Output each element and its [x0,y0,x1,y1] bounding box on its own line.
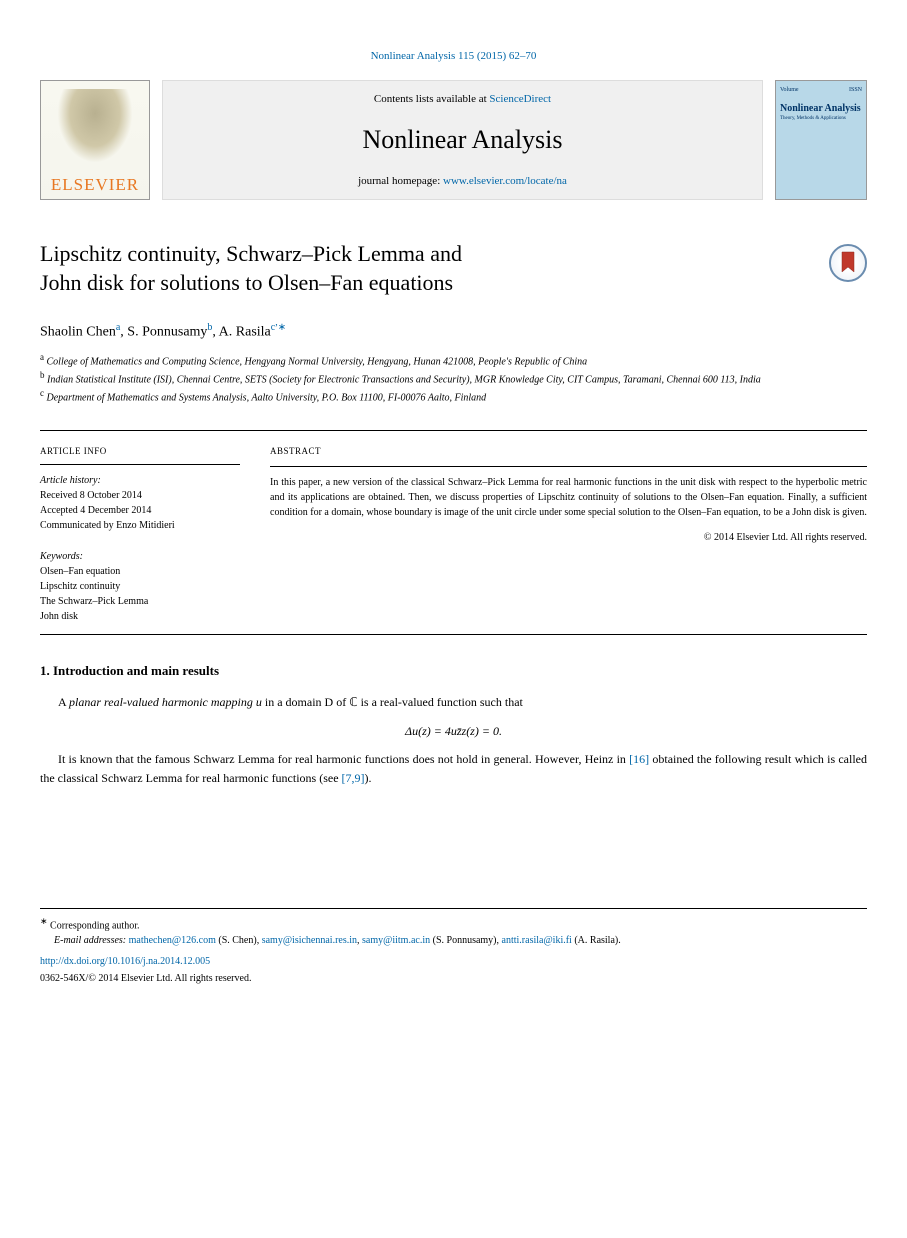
para-1: A planar real-valued harmonic mapping u … [40,693,867,712]
abstract: ABSTRACT In this paper, a new version of… [270,445,867,625]
corr-link[interactable]: ∗ [278,322,286,333]
citation-link[interactable]: Nonlinear Analysis 115 (2015) 62–70 [371,50,537,62]
para-2: It is known that the famous Schwarz Lemm… [40,750,867,787]
homepage-link[interactable]: www.elsevier.com/locate/na [443,175,567,187]
elsevier-tree-icon [51,89,139,171]
keywords-head: Keywords: [40,549,240,564]
article-title: Lipschitz continuity, Schwarz–Pick Lemma… [40,240,809,297]
footnotes: ∗ Corresponding author. E-mail addresses… [40,908,867,986]
keyword-4: John disk [40,609,240,624]
affiliation-a: College of Mathematics and Computing Sci… [47,356,588,367]
received: Received 8 October 2014 [40,488,240,503]
elsevier-logo[interactable]: ELSEVIER [40,80,150,200]
elsevier-label: ELSEVIER [51,175,139,199]
keyword-1: Olsen–Fan equation [40,564,240,579]
info-head: ARTICLE INFO [40,445,240,459]
email-2[interactable]: samy@isichennai.res.in [262,935,357,946]
article-info: ARTICLE INFO Article history: Received 8… [40,445,240,625]
bookmark-icon [838,250,858,276]
journal-cover[interactable]: VolumeISSN Nonlinear Analysis Theory, Me… [775,80,867,200]
communicated: Communicated by Enzo Mitidieri [40,518,240,533]
equation-1: Δu(z) = 4uz̄z(z) = 0. [40,722,867,741]
abstract-copyright: © 2014 Elsevier Ltd. All rights reserved… [270,530,867,545]
homepage-line: journal homepage: www.elsevier.com/locat… [183,175,742,187]
banner-center: Contents lists available at ScienceDirec… [162,80,763,200]
homepage-prefix: journal homepage: [358,175,443,187]
author-1: Shaolin Chen [40,325,116,340]
section-1-head: 1. Introduction and main results [40,663,867,679]
history-head: Article history: [40,473,240,488]
contents-prefix: Contents lists available at [374,93,489,105]
email-4[interactable]: antti.rasila@iki.fi [502,935,572,946]
email-1[interactable]: mathechen@126.com [129,935,216,946]
body-text: A planar real-valued harmonic mapping u … [40,693,867,787]
issn-line: 0362-546X/© 2014 Elsevier Ltd. All right… [40,971,867,986]
affiliation-b: Indian Statistical Institute (ISI), Chen… [47,374,761,385]
aff-link-b[interactable]: b [207,322,212,333]
ref-7-9[interactable]: [7,9] [342,771,365,785]
abstract-text: In this paper, a new version of the clas… [270,475,867,520]
sciencedirect-link[interactable]: ScienceDirect [489,93,551,105]
cover-title: Nonlinear Analysis [780,103,862,114]
keyword-3: The Schwarz–Pick Lemma [40,594,240,609]
abstract-head: ABSTRACT [270,445,867,459]
divider-info [40,464,240,465]
ref-16[interactable]: [16] [629,752,649,766]
divider-abstract [270,466,867,467]
journal-title: Nonlinear Analysis [183,125,742,155]
doi-link[interactable]: http://dx.doi.org/10.1016/j.na.2014.12.0… [40,956,210,967]
authors: Shaolin Chena, S. Ponnusamyb, A. Rasilac… [40,317,867,341]
aff-link-a[interactable]: a [116,322,120,333]
author-3: A. Rasila [219,325,271,340]
cover-subtitle: Theory, Methods & Applications [780,116,862,121]
keyword-2: Lipschitz continuity [40,579,240,594]
author-2: S. Ponnusamy [127,325,207,340]
affiliations: a College of Mathematics and Computing S… [40,351,867,406]
email-label: E-mail addresses: [54,935,126,946]
crossmark-badge[interactable] [829,244,867,282]
email-3[interactable]: samy@iitm.ac.in [362,935,430,946]
affiliation-c: Department of Mathematics and Systems An… [47,393,487,404]
divider-bottom [40,634,867,635]
accepted: Accepted 4 December 2014 [40,503,240,518]
header-citation: Nonlinear Analysis 115 (2015) 62–70 [40,50,867,62]
corr-label: Corresponding author. [50,920,139,931]
banner: ELSEVIER Contents lists available at Sci… [40,80,867,200]
contents-line: Contents lists available at ScienceDirec… [183,93,742,105]
